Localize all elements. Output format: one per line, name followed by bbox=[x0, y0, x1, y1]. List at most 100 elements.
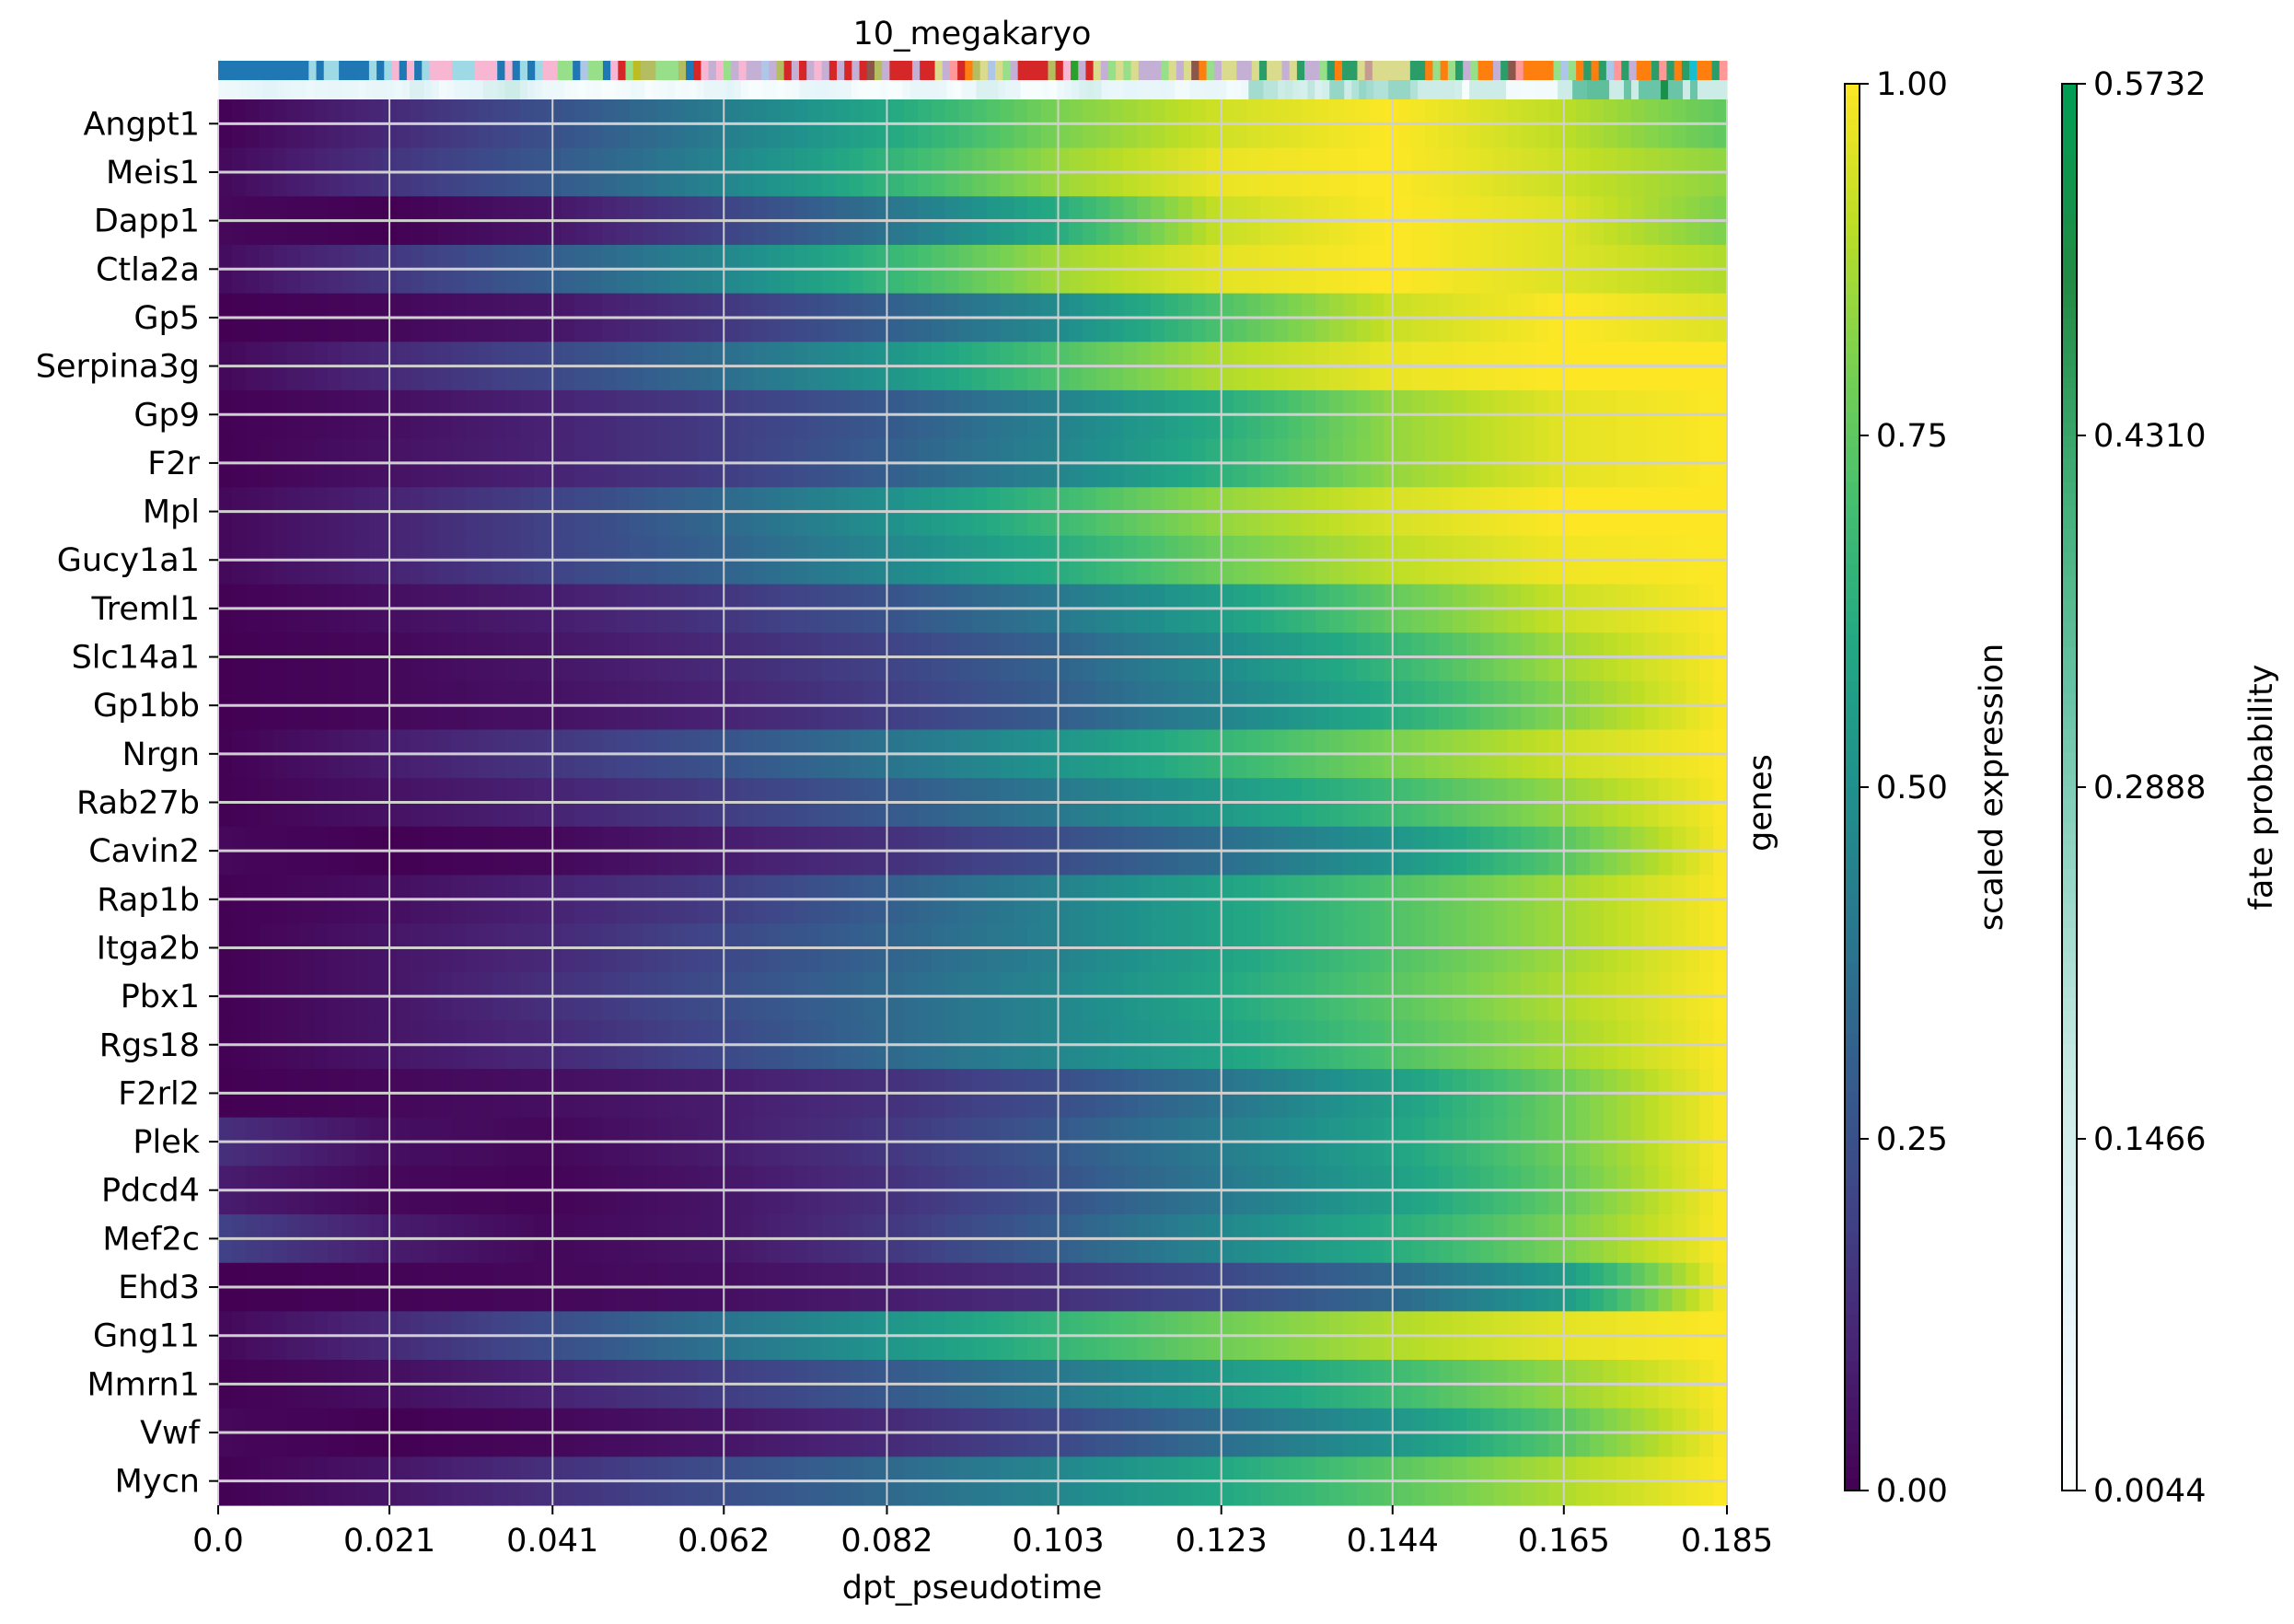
y-tick-label: Cavin2 bbox=[88, 833, 200, 870]
cluster-annotation-cell bbox=[708, 61, 717, 80]
colorbar-segment bbox=[1845, 412, 1860, 424]
colorbar-segment bbox=[1845, 552, 1860, 565]
fate-probability-cell bbox=[1705, 80, 1713, 99]
y-tick-label: Gp5 bbox=[133, 300, 200, 337]
fate-probability-cell bbox=[1145, 80, 1153, 99]
cluster-annotation-cell bbox=[1327, 61, 1336, 80]
fate-probability-cell bbox=[1528, 80, 1536, 99]
fate-probability-cell bbox=[1035, 80, 1044, 99]
colorbar-segment bbox=[1845, 1268, 1860, 1281]
colorbar-segment bbox=[2062, 1326, 2077, 1340]
fate-probability-cell bbox=[725, 80, 735, 99]
cluster-annotation-cell bbox=[1372, 61, 1381, 80]
x-axis: 0.0 0.021 0.041 0.062 0.082 0.103 0.123 0.144 0.… bbox=[192, 1505, 1773, 1560]
colorbar-segment bbox=[2062, 611, 2077, 624]
colorbar-segment bbox=[2062, 728, 2077, 741]
cluster-annotation-cell bbox=[1402, 61, 1411, 80]
cluster-annotation-cell bbox=[1538, 61, 1547, 80]
fate-probability-cell bbox=[490, 80, 499, 99]
fate-probability-cell bbox=[1550, 80, 1558, 99]
colorbar-segment bbox=[2062, 271, 2077, 284]
colorbar-segment bbox=[1845, 295, 1860, 307]
fate-probability-cell bbox=[1396, 80, 1404, 99]
cluster-annotation-cell bbox=[1213, 61, 1222, 80]
colorbar-segment bbox=[2062, 1115, 2077, 1128]
colorbar-tick-label: 0.75 bbox=[1876, 418, 1948, 455]
cluster-annotation-cell bbox=[1168, 61, 1177, 80]
colorbar-segment bbox=[1845, 1291, 1860, 1304]
colorbar-segment bbox=[1845, 1315, 1860, 1328]
colorbar-segment bbox=[2062, 1221, 2077, 1234]
fate-probability-cell bbox=[1064, 80, 1073, 99]
fate-probability-cell bbox=[836, 80, 845, 99]
cluster-annotation-cell bbox=[648, 61, 656, 80]
fate-probability-cell bbox=[961, 80, 970, 99]
cluster-annotation-cell bbox=[1643, 61, 1652, 80]
fate-probability-cell bbox=[976, 80, 985, 99]
fate-probability-cell bbox=[998, 80, 1007, 99]
y-tick-label: Angpt1 bbox=[83, 106, 200, 143]
colorbar-segment bbox=[1845, 716, 1860, 729]
fate-probability-cell bbox=[814, 80, 823, 99]
colorbar-segment bbox=[2062, 1279, 2077, 1293]
fate-probability-cell bbox=[1616, 80, 1625, 99]
cluster-annotation-cell bbox=[949, 61, 958, 80]
fate-probability-cell bbox=[1130, 80, 1139, 99]
cluster-annotation-cell bbox=[1387, 61, 1396, 80]
colorbar-segment bbox=[1845, 1221, 1860, 1234]
colorbar-segment bbox=[2062, 1127, 2077, 1140]
fate-probability-cell bbox=[1049, 80, 1059, 99]
colorbar-segment bbox=[2062, 1361, 2077, 1375]
colorbar-segment bbox=[2062, 1479, 2077, 1491]
cluster-annotation-cell bbox=[595, 61, 604, 80]
x-tick-label: 0.082 bbox=[840, 1523, 933, 1560]
fate-probability-cell bbox=[865, 80, 875, 99]
cluster-annotation-cell bbox=[1357, 61, 1366, 80]
cluster-annotation-cell bbox=[1071, 61, 1079, 80]
cluster-annotation-cell bbox=[874, 61, 883, 80]
cluster-annotation-cell bbox=[1485, 61, 1494, 80]
cluster-annotation-cell bbox=[1116, 61, 1124, 80]
fate-probability-cell bbox=[806, 80, 816, 99]
colorbar-segment bbox=[1845, 1479, 1860, 1491]
fate-probability-cell bbox=[1366, 80, 1374, 99]
fate-probability-cell bbox=[1697, 80, 1706, 99]
cluster-annotation-cell bbox=[979, 61, 989, 80]
cluster-annotation-cell bbox=[1560, 61, 1570, 80]
fate-probability-cell bbox=[792, 80, 801, 99]
cluster-annotation-cell bbox=[1312, 61, 1321, 80]
colorbar-segment bbox=[1845, 1174, 1860, 1187]
cluster-annotation-cell bbox=[911, 61, 921, 80]
fate-probability-cell bbox=[1300, 80, 1308, 99]
colorbar-segment bbox=[2062, 283, 2077, 296]
fate-probability-cell bbox=[468, 80, 477, 99]
fate-probability-cell bbox=[1153, 80, 1161, 99]
cluster-annotation-cell bbox=[753, 61, 762, 80]
colorbar-tick-label: 0.00 bbox=[1876, 1473, 1948, 1510]
fate-probability-cell bbox=[887, 80, 897, 99]
colorbar-segment bbox=[1845, 1279, 1860, 1293]
fate-probability-cell bbox=[733, 80, 742, 99]
colorbar-segment bbox=[2062, 869, 2077, 882]
cluster-annotation-cell bbox=[233, 61, 242, 80]
fate-probability-cell bbox=[1565, 80, 1573, 99]
fate-probability-cell bbox=[365, 80, 374, 99]
cluster-annotation-cell bbox=[806, 61, 816, 80]
cluster-annotation-cell bbox=[580, 61, 589, 80]
colorbar-segment bbox=[2062, 587, 2077, 600]
fate-probability-cell bbox=[1042, 80, 1051, 99]
colorbar-segment bbox=[2062, 951, 2077, 964]
cluster-annotation-cell bbox=[1289, 61, 1298, 80]
colorbar-segment bbox=[2062, 423, 2077, 436]
fate-probability-cell bbox=[659, 80, 668, 99]
colorbar-segment bbox=[1845, 939, 1860, 952]
fate-probability-cell bbox=[1086, 80, 1095, 99]
colorbar-segment bbox=[2062, 986, 2077, 999]
colorbar-segment bbox=[1845, 389, 1860, 401]
colorbar-segment bbox=[2062, 248, 2077, 261]
colorbar-segment bbox=[2062, 470, 2077, 483]
colorbar-segment bbox=[1845, 634, 1860, 647]
fate-probability-cell bbox=[306, 80, 315, 99]
colorbar-segment bbox=[2062, 1103, 2077, 1117]
colorbar-tick-label: 0.4310 bbox=[2093, 418, 2206, 455]
